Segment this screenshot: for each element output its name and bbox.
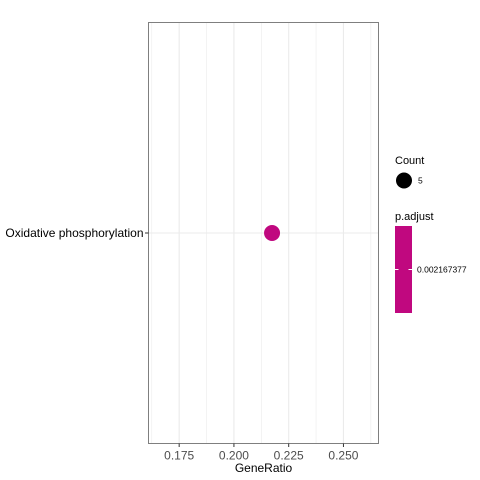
data-points [264,225,281,241]
color-legend: p.adjust 0.002167377 [395,211,467,313]
x-tick-label: 0.250 [328,449,358,463]
grid-lines [148,22,379,444]
size-legend-title: Count [395,155,424,167]
x-axis-title: GeneRatio [235,461,293,475]
color-legend-bar [395,226,412,313]
data-point [264,225,281,241]
x-tick-label: 0.225 [274,449,304,463]
color-legend-title: p.adjust [395,211,434,223]
size-legend-label: 5 [418,176,423,186]
y-tick-label: Oxidative phosphorylation [5,226,143,240]
x-tick-label: 0.200 [219,449,249,463]
axis-ticks: 0.175 0.200 0.225 0.250 Oxidative phosphoryl… [5,226,358,463]
color-legend-label: 0.002167377 [417,265,467,275]
x-tick-label: 0.175 [164,449,194,463]
size-legend-key [396,172,412,189]
size-legend: Count 5 [395,155,424,189]
